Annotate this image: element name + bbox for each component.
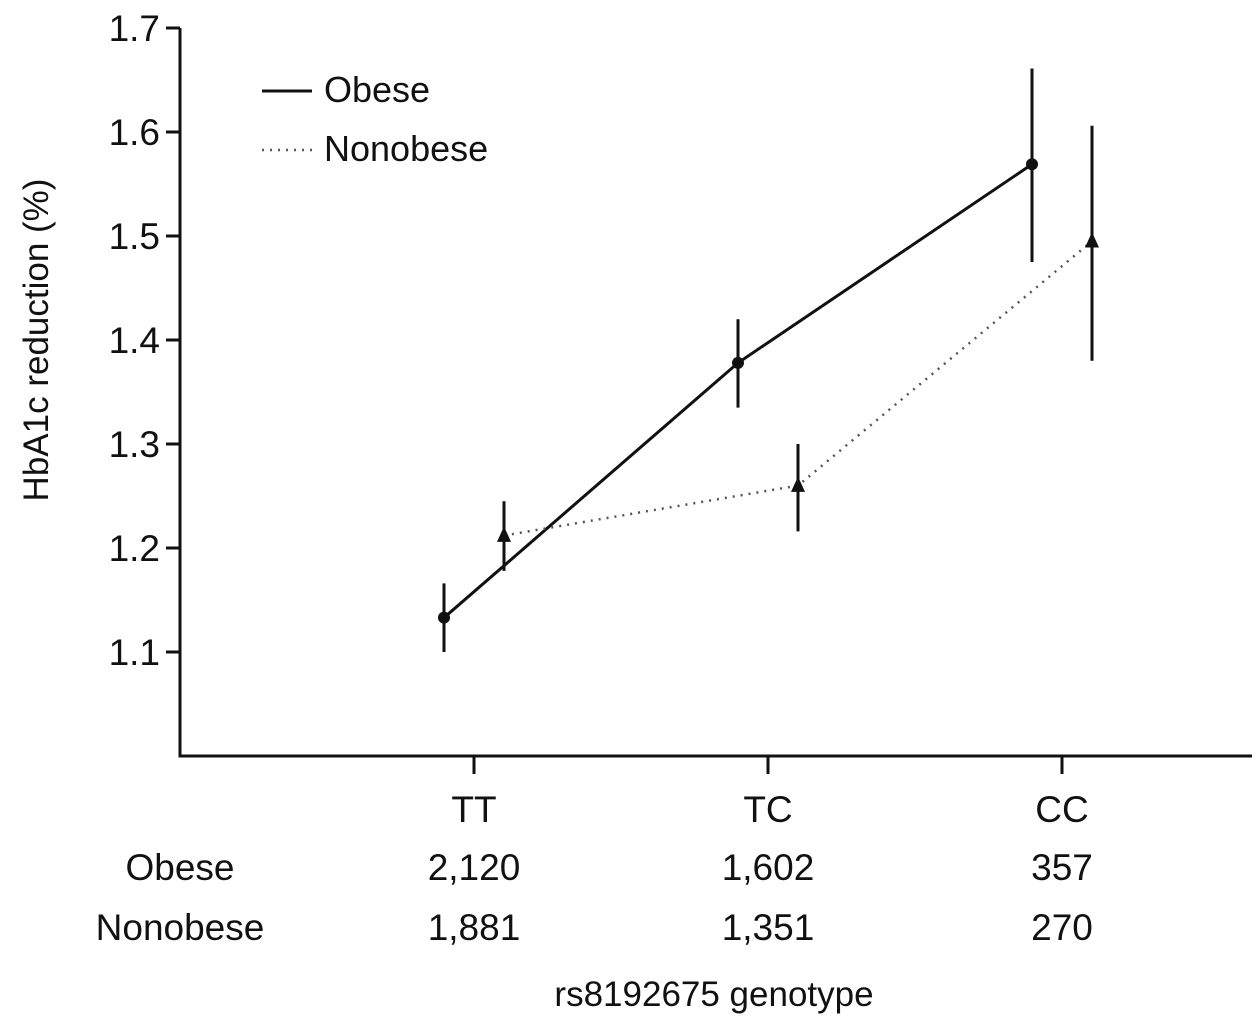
y-tick-label-1.5: 1.5 (109, 216, 160, 257)
x-tick-label-cc: CC (1035, 789, 1088, 830)
counts-table: Obese 2,120 1,602 357 Nonobese 1,881 1,3… (96, 847, 1093, 948)
count-row-label-nonobese: Nonobese (96, 907, 265, 948)
legend: Obese Nonobese (262, 69, 488, 169)
legend-nonobese-label: Nonobese (324, 128, 488, 169)
series-layer (438, 68, 1099, 652)
x-axis-label: rs8192675 genotype (554, 975, 873, 1014)
y-tick-label-1.7: 1.7 (109, 8, 160, 49)
point-nonobese-tt (497, 526, 511, 542)
legend-obese-label: Obese (324, 69, 430, 110)
y-tick-label-1.6: 1.6 (109, 112, 160, 153)
point-nonobese-tc (791, 476, 805, 492)
count-obese-tt: 2,120 (428, 847, 521, 888)
y-axis-label: HbA1c reduction (%) (17, 179, 56, 502)
y-tick-label-1.2: 1.2 (109, 528, 160, 569)
count-nonobese-tt: 1,881 (428, 907, 521, 948)
y-tick-label-1.1: 1.1 (109, 632, 160, 673)
x-ticks: TT TC CC (451, 756, 1089, 830)
x-tick-label-tc: TC (743, 789, 792, 830)
x-tick-label-tt: TT (451, 789, 496, 830)
point-obese-cc (1026, 158, 1038, 171)
point-nonobese-cc (1085, 232, 1099, 248)
point-obese-tc (732, 356, 744, 369)
y-tick-label-1.3: 1.3 (109, 424, 160, 465)
y-ticks: 1.1 1.2 1.3 1.4 1.5 1.6 1.7 (109, 8, 180, 673)
y-tick-label-1.4: 1.4 (109, 320, 160, 361)
count-row-label-obese: Obese (125, 847, 234, 888)
point-obese-tt (438, 611, 450, 624)
count-obese-cc: 357 (1031, 847, 1093, 888)
count-nonobese-cc: 270 (1031, 907, 1093, 948)
series-line-nonobese (503, 240, 1093, 537)
count-nonobese-tc: 1,351 (722, 907, 815, 948)
count-obese-tc: 1,602 (722, 847, 815, 888)
